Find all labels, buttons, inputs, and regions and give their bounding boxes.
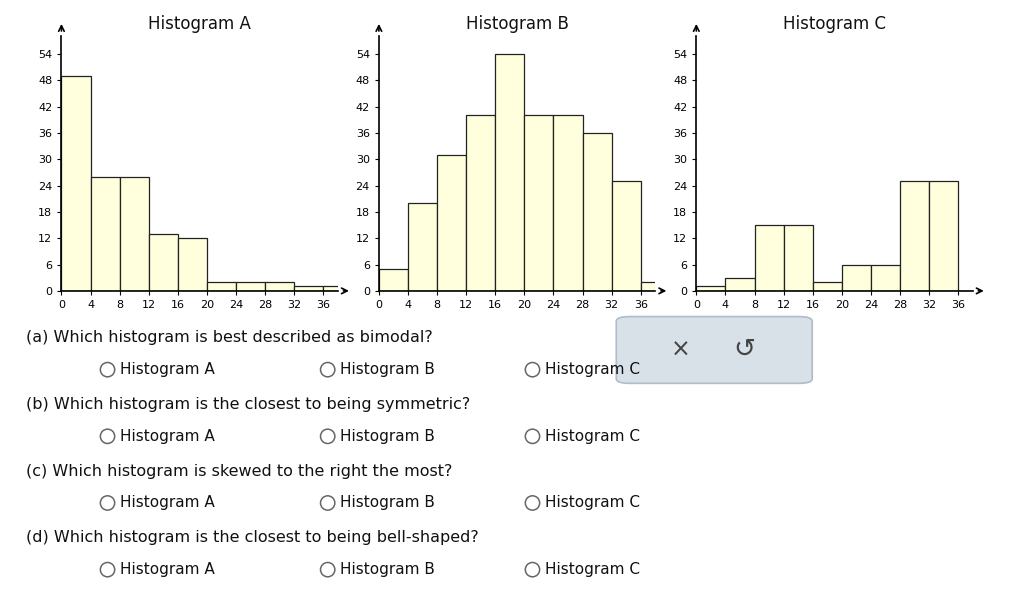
Bar: [90, 177, 120, 291]
Bar: [725, 278, 755, 291]
Bar: [783, 225, 813, 291]
Bar: [641, 282, 670, 291]
Text: Histogram A: Histogram A: [120, 496, 215, 510]
Bar: [148, 234, 178, 291]
Bar: [324, 287, 352, 291]
Bar: [696, 287, 725, 291]
Text: Histogram C: Histogram C: [545, 429, 640, 444]
Title: Histogram B: Histogram B: [466, 15, 568, 33]
Bar: [871, 265, 900, 291]
Bar: [120, 177, 148, 291]
Text: Histogram A: Histogram A: [120, 362, 215, 377]
Text: ×: ×: [671, 338, 690, 362]
Text: Histogram B: Histogram B: [340, 429, 435, 444]
Bar: [207, 282, 237, 291]
Bar: [379, 269, 408, 291]
Bar: [466, 115, 496, 291]
FancyBboxPatch shape: [616, 316, 812, 384]
Text: Histogram B: Histogram B: [340, 362, 435, 377]
Bar: [900, 181, 929, 291]
Bar: [294, 287, 324, 291]
Text: (a) Which histogram is best described as bimodal?: (a) Which histogram is best described as…: [26, 330, 432, 345]
Title: Histogram C: Histogram C: [783, 15, 886, 33]
Text: Histogram B: Histogram B: [340, 562, 435, 577]
Bar: [929, 181, 958, 291]
Bar: [755, 225, 783, 291]
Bar: [813, 282, 842, 291]
Title: Histogram A: Histogram A: [148, 15, 251, 33]
Bar: [61, 76, 90, 291]
Text: Histogram C: Histogram C: [545, 562, 640, 577]
Bar: [496, 54, 524, 291]
Bar: [524, 115, 554, 291]
Bar: [178, 238, 207, 291]
Text: Histogram B: Histogram B: [340, 496, 435, 510]
Text: (c) Which histogram is skewed to the right the most?: (c) Which histogram is skewed to the rig…: [26, 464, 452, 479]
Text: (d) Which histogram is the closest to being bell-shaped?: (d) Which histogram is the closest to be…: [26, 530, 478, 545]
Bar: [611, 181, 641, 291]
Text: ↺: ↺: [733, 337, 756, 363]
Bar: [265, 282, 294, 291]
Bar: [408, 203, 437, 291]
Bar: [554, 115, 583, 291]
Bar: [237, 282, 265, 291]
Text: Histogram C: Histogram C: [545, 362, 640, 377]
Text: (b) Which histogram is the closest to being symmetric?: (b) Which histogram is the closest to be…: [26, 397, 470, 412]
Bar: [437, 155, 466, 291]
Bar: [583, 133, 611, 291]
Text: Histogram A: Histogram A: [120, 429, 215, 444]
Text: Histogram A: Histogram A: [120, 562, 215, 577]
Bar: [842, 265, 871, 291]
Text: Histogram C: Histogram C: [545, 496, 640, 510]
